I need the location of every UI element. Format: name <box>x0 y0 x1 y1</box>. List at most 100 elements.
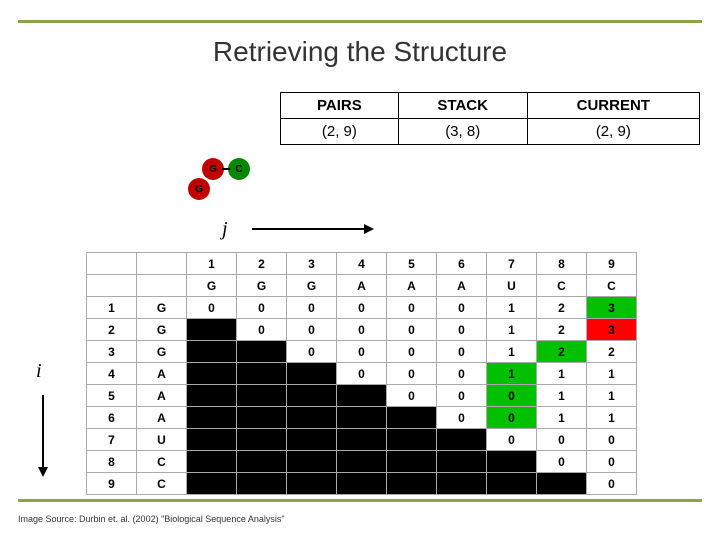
i-arrow-icon <box>42 395 44 475</box>
circle-node-c: C <box>228 158 250 180</box>
matrix-cell: 0 <box>337 297 387 319</box>
matrix-cell <box>387 407 437 429</box>
top-rule <box>18 20 702 23</box>
state-header-current: CURRENT <box>527 93 699 119</box>
i-axis-label: i <box>36 360 42 383</box>
row-index: 3 <box>87 341 137 363</box>
matrix-cell <box>287 407 337 429</box>
matrix-cell: 2 <box>537 297 587 319</box>
row-index: 8 <box>87 451 137 473</box>
matrix-cell: 2 <box>537 319 587 341</box>
matrix-cell <box>537 473 587 495</box>
col-index: 5 <box>387 253 437 275</box>
matrix-cell <box>237 341 287 363</box>
col-index: 1 <box>187 253 237 275</box>
matrix-cell <box>187 429 237 451</box>
matrix-cell <box>187 451 237 473</box>
matrix-cell <box>337 385 387 407</box>
matrix-cell: 0 <box>337 341 387 363</box>
circle-node-g2: G <box>188 178 210 200</box>
matrix-cell: 0 <box>237 319 287 341</box>
row-index: 1 <box>87 297 137 319</box>
row-index: 4 <box>87 363 137 385</box>
matrix-cell: 0 <box>287 319 337 341</box>
col-nuc: A <box>337 275 387 297</box>
matrix-cell: 0 <box>537 451 587 473</box>
matrix-cell: 3 <box>587 297 637 319</box>
matrix-cell <box>287 385 337 407</box>
col-nuc: C <box>537 275 587 297</box>
matrix-cell: 1 <box>487 319 537 341</box>
matrix-cell: 0 <box>387 319 437 341</box>
bottom-rule <box>18 499 702 502</box>
col-index: 9 <box>587 253 637 275</box>
matrix-cell: 0 <box>587 473 637 495</box>
matrix-cell: 1 <box>537 363 587 385</box>
circle-node-g1: G <box>202 158 224 180</box>
matrix-cell <box>187 341 237 363</box>
matrix-cell: 1 <box>537 407 587 429</box>
matrix-cell: 0 <box>387 363 437 385</box>
matrix-cell: 0 <box>287 297 337 319</box>
col-nuc: A <box>437 275 487 297</box>
row-nuc: A <box>137 363 187 385</box>
matrix-cell <box>237 407 287 429</box>
matrix-cell: 0 <box>387 341 437 363</box>
matrix-cell <box>237 429 287 451</box>
matrix-cell: 0 <box>387 297 437 319</box>
matrix-cell <box>287 429 337 451</box>
matrix-cell <box>337 429 387 451</box>
matrix-cell: 0 <box>437 341 487 363</box>
col-nuc: C <box>587 275 637 297</box>
circle-link <box>222 168 230 170</box>
matrix-cell: 1 <box>537 385 587 407</box>
matrix-cell <box>237 363 287 385</box>
matrix-cell: 0 <box>587 451 637 473</box>
matrix-cell <box>487 473 537 495</box>
matrix-cell <box>387 429 437 451</box>
col-index: 6 <box>437 253 487 275</box>
matrix-cell: 0 <box>287 341 337 363</box>
row-nuc: U <box>137 429 187 451</box>
matrix-cell: 0 <box>187 297 237 319</box>
matrix-cell: 0 <box>437 385 487 407</box>
matrix-cell: 0 <box>437 319 487 341</box>
image-source: Image Source: Durbin et. al. (2002) "Bio… <box>18 514 285 524</box>
matrix-cell <box>287 473 337 495</box>
col-nuc: U <box>487 275 537 297</box>
state-table: PAIRS STACK CURRENT (2, 9) (3, 8) (2, 9) <box>280 92 700 145</box>
col-nuc: G <box>287 275 337 297</box>
state-header-stack: STACK <box>398 93 527 119</box>
row-index: 9 <box>87 473 137 495</box>
matrix-cell <box>337 407 387 429</box>
col-index: 4 <box>337 253 387 275</box>
row-nuc: G <box>137 297 187 319</box>
matrix-cell: 1 <box>487 363 537 385</box>
matrix-cell: 0 <box>337 319 387 341</box>
matrix-cell: 0 <box>487 385 537 407</box>
matrix-cell: 0 <box>487 407 537 429</box>
matrix-cell: 2 <box>587 341 637 363</box>
col-index: 3 <box>287 253 337 275</box>
matrix-cell <box>487 451 537 473</box>
row-index: 5 <box>87 385 137 407</box>
matrix-cell: 1 <box>587 385 637 407</box>
matrix-cell <box>237 451 287 473</box>
matrix-cell <box>187 363 237 385</box>
matrix-cell: 0 <box>537 429 587 451</box>
matrix-cell: 0 <box>337 363 387 385</box>
matrix-cell <box>337 473 387 495</box>
matrix-cell: 1 <box>587 407 637 429</box>
matrix-cell: 0 <box>387 385 437 407</box>
matrix-cell <box>187 319 237 341</box>
state-value-stack: (3, 8) <box>398 119 527 145</box>
nucleotide-circles: G C G <box>188 158 248 203</box>
matrix-cell: 0 <box>437 297 487 319</box>
matrix-cell <box>187 473 237 495</box>
state-value-current: (2, 9) <box>527 119 699 145</box>
col-nuc: A <box>387 275 437 297</box>
j-arrow-icon <box>252 228 372 230</box>
matrix-cell <box>437 429 487 451</box>
col-nuc: G <box>187 275 237 297</box>
row-nuc: A <box>137 385 187 407</box>
